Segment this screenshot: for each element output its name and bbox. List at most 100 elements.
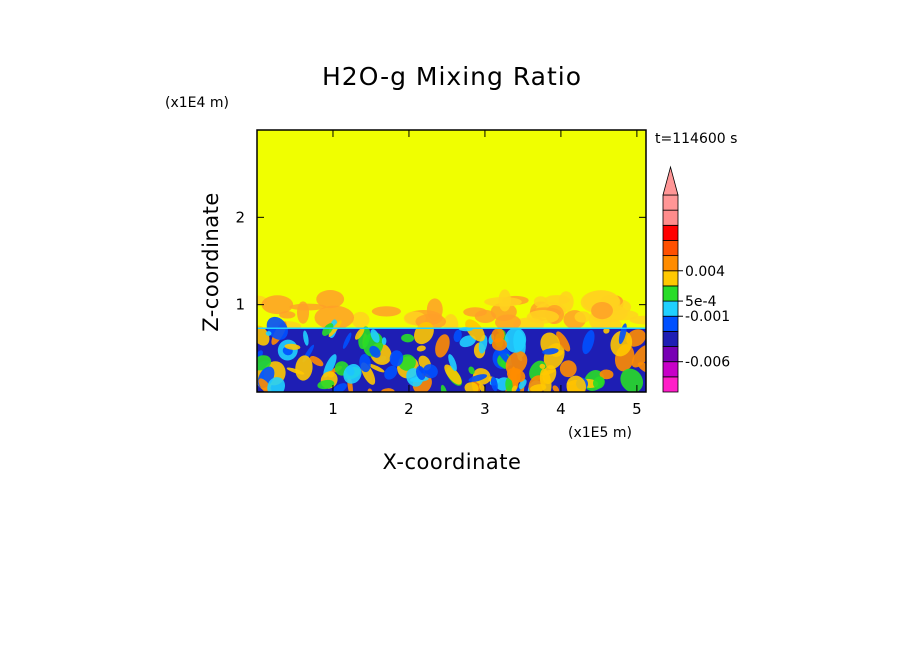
mixed-layer-blob — [286, 367, 305, 375]
mixed-layer-blob — [539, 363, 546, 369]
mixed-layer-blob — [511, 385, 518, 392]
chart-title: H2O-g Mixing Ratio — [322, 62, 582, 91]
anomaly-blob — [314, 305, 355, 330]
mixed-layer-blob — [322, 323, 334, 336]
mixed-layer-blob — [257, 325, 270, 346]
x-axis-ticks: 1 2 3 4 5 — [328, 130, 642, 418]
x-scale-note: (x1E5 m) — [568, 425, 632, 441]
mixed-layer-blob — [389, 350, 404, 367]
y-axis-label: Z-coordinate — [199, 192, 223, 332]
anomaly-blob — [316, 290, 345, 309]
mixed-layer-blob — [295, 355, 313, 381]
y-scale-note: (x1E4 m) — [165, 95, 229, 111]
mixed-layer-blob — [423, 364, 438, 379]
colorbar-segment — [662, 346, 679, 363]
mixed-layer-blob — [435, 334, 450, 358]
mixed-layer-blob — [506, 367, 526, 383]
mixed-layer-blob — [505, 377, 513, 392]
colorbar-segment — [662, 255, 679, 272]
mixed-layer-blob — [359, 354, 371, 373]
colorbar: 0.004 5e-4-0.001 -0.006 — [662, 165, 730, 393]
anomaly-blob — [261, 295, 294, 315]
plot-frame — [256, 129, 647, 393]
anomaly-blob — [526, 310, 560, 324]
anomaly-blob — [574, 311, 591, 323]
colorbar-segment — [662, 300, 679, 317]
mixed-layer-blob — [490, 376, 498, 392]
anomaly-blob — [629, 315, 646, 325]
anomaly-blob — [495, 314, 521, 331]
mixed-layer-blob — [465, 319, 485, 342]
mixed-layer-blob — [369, 345, 381, 358]
x-tick-label: 3 — [480, 400, 490, 418]
anomaly-blob — [606, 309, 639, 321]
colorbar-segment — [662, 285, 679, 302]
mixed-layer-blob — [459, 335, 476, 348]
mixed-layer-blob — [631, 344, 646, 368]
mixed-layer-blob — [309, 355, 324, 367]
colorbar-segment — [662, 240, 679, 257]
colorbar-segment — [662, 194, 679, 211]
mixed-layer-blob — [542, 348, 559, 355]
colorbar-segment — [662, 270, 679, 287]
colorbar-extend-arrow — [662, 165, 679, 196]
mixed-layer-blob — [552, 385, 560, 392]
mixed-layer-blob — [317, 379, 335, 390]
mixed-layer-blob — [303, 330, 309, 346]
anomaly-blob — [371, 306, 401, 317]
mixed-layer-blob — [464, 382, 479, 392]
plot-area — [257, 130, 646, 392]
y-axis-ticks: 12 — [235, 208, 646, 314]
colorbar-segment — [662, 315, 679, 332]
mixed-layer-blob — [504, 327, 527, 353]
mixed-layer-blob — [491, 328, 505, 343]
colorbar-label: 0.004 — [685, 264, 725, 280]
mixed-layer-blob — [448, 354, 457, 372]
x-axis-label: X-coordinate — [383, 450, 522, 474]
mixed-layer-blob — [603, 327, 610, 334]
anomaly-blob — [289, 303, 327, 311]
colorbar-segment — [662, 224, 679, 241]
mixed-layer-blob — [559, 360, 577, 378]
colorbar-segment — [662, 330, 679, 347]
mixed-layer-blob — [368, 363, 385, 373]
x-tick-label: 2 — [404, 400, 414, 418]
mixed-layer-blob — [468, 374, 488, 382]
mixed-layer-blob — [370, 329, 380, 343]
x-tick-label: 4 — [556, 400, 566, 418]
mixed-layer-blob — [468, 366, 475, 375]
y-tick-label: 2 — [235, 208, 245, 226]
mixed-layer-blob — [342, 332, 352, 349]
colorbar-label: 5e-4 — [685, 294, 717, 310]
colorbar-label: -0.001 — [685, 309, 730, 325]
mixed-layer-blob — [323, 354, 337, 378]
mixed-layer-blob — [284, 343, 301, 350]
colorbar-segment — [662, 376, 679, 393]
mixed-layer-blob — [416, 345, 426, 352]
time-label: t=114600 s — [655, 131, 737, 147]
anomaly-blob — [591, 302, 613, 320]
anomaly-blob — [533, 296, 548, 308]
mixed-layer-blob — [265, 331, 272, 336]
anomaly-blob — [351, 311, 370, 329]
anomaly-blob — [474, 309, 496, 323]
mixed-layer-blob — [479, 383, 486, 392]
mixed-layer-blob — [599, 369, 614, 380]
y-tick-label: 1 — [235, 296, 245, 314]
mixed-layer-blob — [453, 329, 462, 343]
mixed-layer-blob — [444, 364, 462, 385]
mixed-layer-blob — [593, 376, 605, 389]
colorbar-segment — [662, 361, 679, 378]
mixed-layer-blob — [384, 365, 398, 380]
mixed-layer-blob — [542, 365, 557, 385]
mixed-layer-blob — [343, 364, 362, 384]
colorbar-segment — [662, 209, 679, 226]
anomaly-blob — [484, 297, 522, 307]
x-tick-label: 1 — [328, 400, 338, 418]
mixed-layer-blob — [381, 337, 387, 345]
anomaly-blob — [544, 295, 570, 305]
mixed-layer-blob — [556, 331, 571, 352]
mixed-layer-blob — [518, 379, 527, 390]
mixed-layer-blob — [582, 330, 595, 355]
